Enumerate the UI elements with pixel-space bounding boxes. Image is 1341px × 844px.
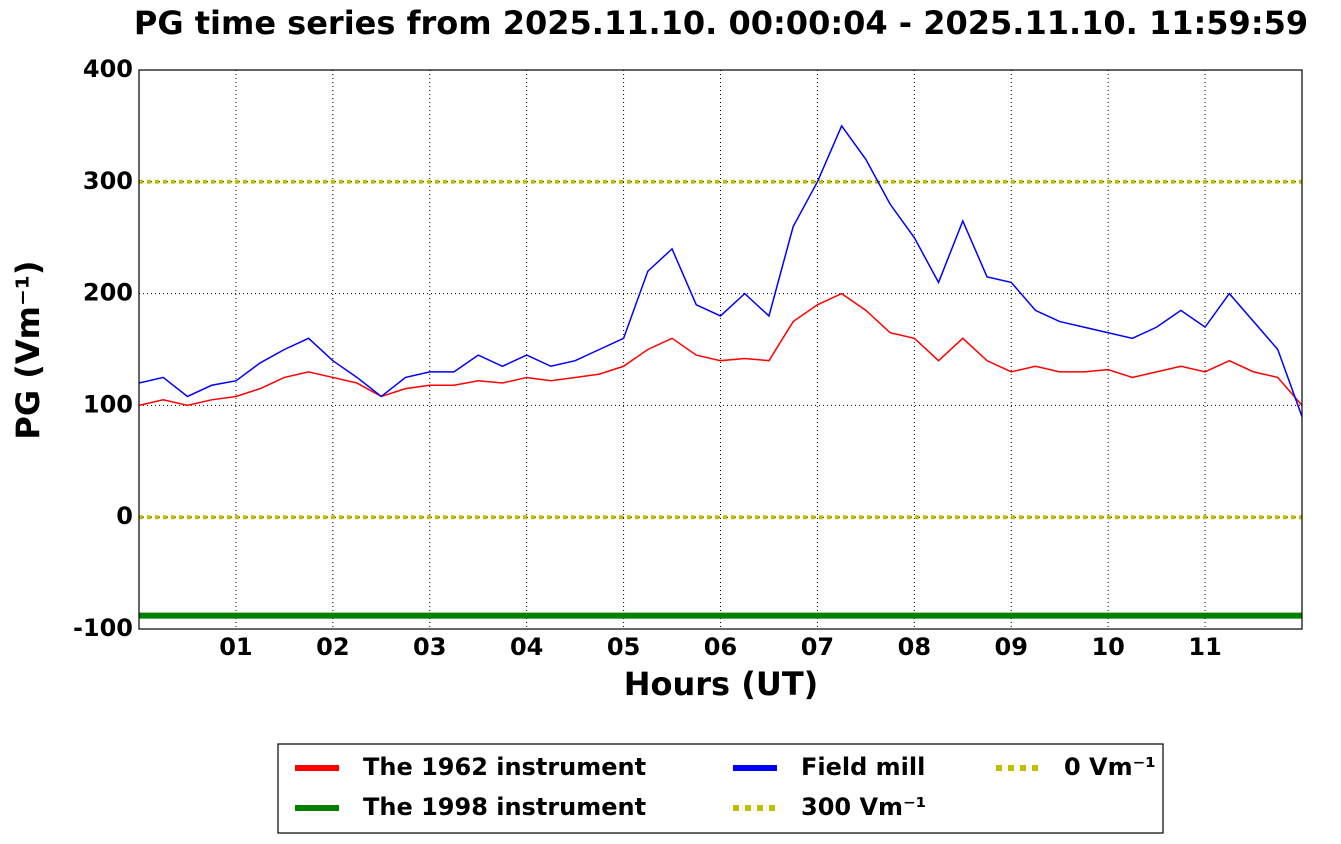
y-tick-label: -100 [73,614,133,642]
x-tick-label: 06 [704,633,737,661]
y-tick-label: 100 [83,390,133,418]
legend-box [277,743,1164,834]
plot-frame [138,69,1303,630]
legend-label: 300 Vm⁻¹ [801,793,926,821]
x-tick-label: 01 [219,633,252,661]
x-tick-label: 05 [607,633,640,661]
x-tick-label: 08 [898,633,931,661]
y-tick-label: 200 [83,279,133,307]
x-axis-label: Hours (UT) [624,665,819,703]
series-line [138,124,1303,417]
x-tick-label: 07 [801,633,834,661]
x-tick-label: 02 [316,633,349,661]
y-tick-label: 0 [116,502,133,530]
y-tick-label: 400 [83,55,133,83]
x-tick-label: 10 [1091,633,1124,661]
chart-title: PG time series from 2025.11.10. 00:00:04… [134,4,1308,42]
x-tick-label: 04 [510,633,543,661]
x-tick-label: 03 [413,633,446,661]
x-tick-label: 11 [1188,633,1221,661]
series-line [138,292,1303,407]
legend-label: The 1998 instrument [363,793,646,821]
legend-label: Field mill [801,753,925,781]
y-axis-label: PG (Vm⁻¹) [9,260,47,439]
x-tick-label: 09 [995,633,1028,661]
y-tick-label: 300 [83,167,133,195]
legend-label: The 1962 instrument [363,753,646,781]
legend-label: 0 Vm⁻¹ [1064,753,1156,781]
